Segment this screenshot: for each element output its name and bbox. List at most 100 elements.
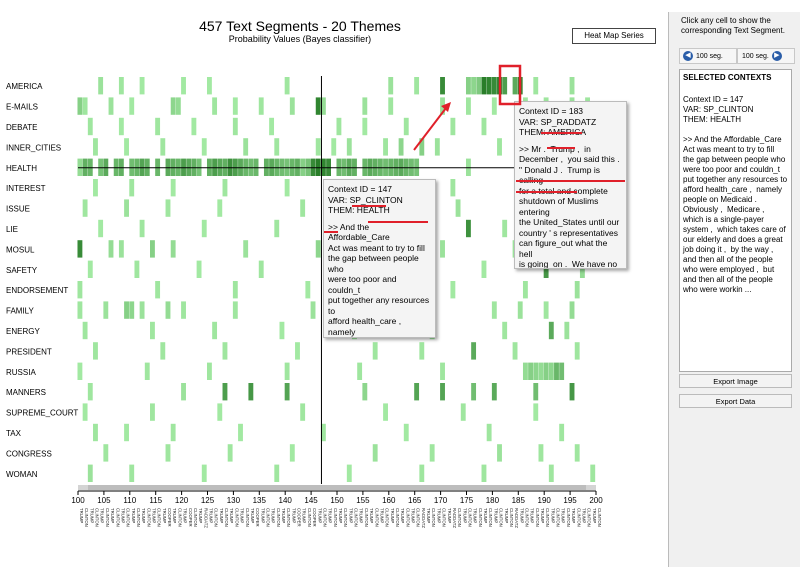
- heatmap-cell[interactable]: [150, 321, 155, 340]
- heat-map-series-button[interactable]: Heat Map Series: [572, 28, 656, 44]
- heatmap-cell[interactable]: [170, 97, 176, 115]
- heatmap-cell[interactable]: [460, 403, 466, 421]
- heatmap-cell[interactable]: [87, 464, 93, 482]
- heatmap-cell[interactable]: [93, 138, 98, 156]
- heatmap-cell[interactable]: [419, 138, 425, 156]
- heatmap-cell[interactable]: [279, 321, 285, 340]
- heatmap-cell[interactable]: [232, 97, 238, 115]
- heatmap-cell[interactable]: [590, 464, 596, 482]
- heatmap-cell[interactable]: [346, 464, 352, 482]
- heatmap-cell[interactable]: [548, 362, 554, 380]
- heatmap-cell[interactable]: [124, 301, 129, 319]
- heatmap-cell[interactable]: [403, 117, 409, 136]
- heatmap-cell[interactable]: [118, 77, 124, 95]
- heatmap-cell[interactable]: [103, 444, 109, 462]
- heatmap-cell[interactable]: [543, 260, 549, 278]
- heatmap-cell[interactable]: [481, 260, 487, 278]
- heatmap-cell[interactable]: [82, 199, 88, 217]
- heatmap-cell[interactable]: [471, 342, 477, 360]
- heatmap-cell[interactable]: [232, 117, 238, 136]
- heatmap-cell[interactable]: [465, 77, 471, 95]
- heatmap-cell[interactable]: [491, 77, 497, 95]
- heatmap-cell[interactable]: [548, 321, 554, 340]
- heatmap-cell[interactable]: [548, 464, 554, 482]
- heatmap-cell[interactable]: [98, 77, 104, 95]
- heatmap-cell[interactable]: [398, 138, 404, 156]
- heatmap-cell[interactable]: [357, 362, 363, 380]
- heatmap-cell[interactable]: [336, 117, 342, 136]
- heatmap-cell[interactable]: [82, 321, 88, 340]
- heatmap-cell[interactable]: [155, 281, 161, 299]
- heatmap-cell[interactable]: [362, 117, 368, 136]
- heatmap-cell[interactable]: [155, 117, 161, 136]
- heatmap-cell[interactable]: [497, 444, 502, 462]
- heatmap-cell[interactable]: [486, 77, 492, 95]
- heatmap-cell[interactable]: [414, 383, 420, 401]
- heatmap-cell[interactable]: [315, 97, 321, 115]
- heatmap-cell[interactable]: [450, 281, 456, 299]
- heatmap-cell[interactable]: [533, 403, 539, 421]
- selected-contexts-box[interactable]: SELECTED CONTEXTS Context ID = 147 VAR: …: [679, 69, 792, 372]
- heatmap-cell[interactable]: [419, 342, 425, 360]
- heatmap-cell[interactable]: [331, 138, 337, 156]
- heatmap-cell[interactable]: [139, 301, 145, 319]
- heatmap-cell[interactable]: [201, 138, 207, 156]
- heatmap-cell[interactable]: [502, 77, 508, 95]
- heatmap-cell[interactable]: [201, 464, 207, 482]
- heatmap-cell[interactable]: [77, 281, 83, 299]
- heatmap-cell[interactable]: [533, 383, 539, 401]
- heatmap-cell[interactable]: [181, 301, 186, 319]
- heatmap-cell[interactable]: [471, 383, 477, 401]
- heatmap-cell[interactable]: [165, 199, 171, 217]
- heatmap-cell[interactable]: [440, 383, 445, 401]
- heatmap-cell[interactable]: [450, 179, 456, 197]
- heatmap-cell[interactable]: [170, 179, 176, 197]
- heatmap-cell[interactable]: [243, 240, 249, 258]
- heatmap-cell[interactable]: [481, 117, 487, 136]
- heatmap-cell[interactable]: [559, 362, 565, 380]
- heatmap-cell[interactable]: [346, 138, 352, 156]
- heatmap-cell[interactable]: [124, 423, 129, 442]
- heatmap-cell[interactable]: [362, 97, 368, 115]
- heatmap-cell[interactable]: [129, 97, 135, 115]
- heatmap-cell[interactable]: [124, 138, 129, 156]
- heatmap-cell[interactable]: [217, 403, 223, 421]
- heatmap-cell[interactable]: [502, 219, 508, 238]
- heatmap-cell[interactable]: [564, 321, 570, 340]
- heatmap-cell[interactable]: [465, 97, 471, 115]
- heatmap-cell[interactable]: [181, 77, 186, 95]
- heatmap-cell[interactable]: [77, 301, 83, 319]
- heatmap-svg[interactable]: AMERICA E-MAILS DEBATE INNER_CITIES HEALTH IN…: [0, 0, 668, 570]
- heatmap-cell[interactable]: [150, 403, 155, 421]
- heatmap-cell[interactable]: [77, 362, 83, 380]
- next-segments-button[interactable]: 100 seg. ▶: [737, 48, 795, 64]
- heatmap-cell[interactable]: [320, 423, 326, 442]
- heatmap-cell[interactable]: [434, 138, 440, 156]
- heatmap-cell[interactable]: [305, 281, 311, 299]
- heatmap-cell[interactable]: [284, 179, 290, 197]
- heatmap-cell[interactable]: [569, 77, 575, 95]
- heatmap-cell[interactable]: [191, 117, 197, 136]
- heatmap-cell[interactable]: [232, 301, 238, 319]
- heatmap-cell[interactable]: [87, 383, 93, 401]
- heatmap-cell[interactable]: [315, 138, 321, 156]
- heatmap-cell[interactable]: [300, 403, 306, 421]
- heatmap-cell[interactable]: [543, 362, 549, 380]
- heatmap-cell[interactable]: [440, 240, 445, 258]
- heatmap-cell[interactable]: [118, 240, 124, 258]
- heatmap-cell[interactable]: [481, 77, 487, 95]
- heatmap-cell[interactable]: [429, 444, 435, 462]
- heatmap-cell[interactable]: [222, 342, 228, 360]
- heatmap-cell[interactable]: [528, 362, 534, 380]
- heatmap-cell[interactable]: [289, 97, 295, 115]
- heatmap-cell[interactable]: [93, 179, 98, 197]
- heatmap-cell[interactable]: [144, 362, 150, 380]
- heatmap-cell[interactable]: [569, 301, 575, 319]
- heatmap-cell[interactable]: [476, 77, 482, 95]
- heatmap-cell[interactable]: [160, 342, 166, 360]
- heatmap-cell[interactable]: [300, 199, 306, 217]
- heatmap-cell[interactable]: [170, 240, 176, 258]
- heatmap-cell[interactable]: [554, 362, 559, 380]
- heatmap-cell[interactable]: [212, 321, 218, 340]
- heatmap-cell[interactable]: [134, 260, 140, 278]
